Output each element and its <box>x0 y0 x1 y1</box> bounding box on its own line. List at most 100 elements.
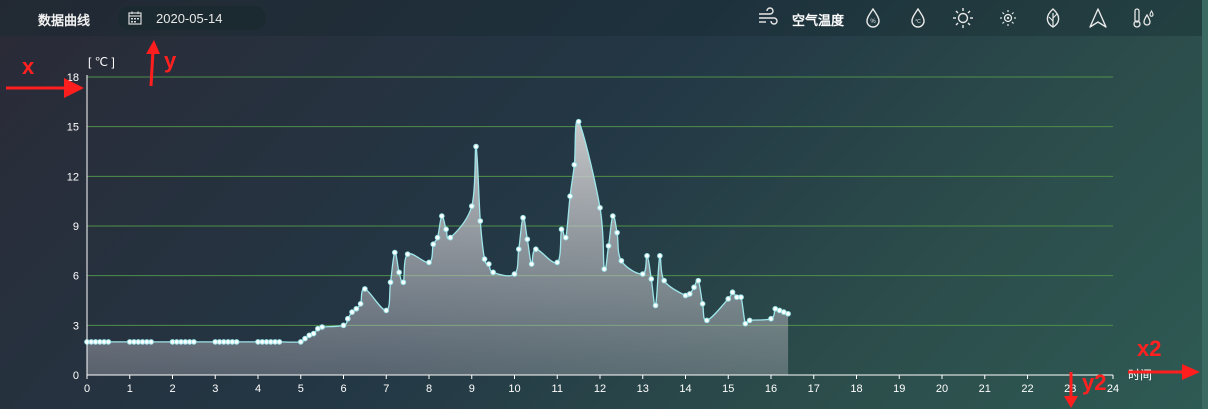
page-title: 数据曲线 <box>38 13 91 28</box>
svg-text:°C: °C <box>915 19 921 25</box>
data-point <box>785 310 791 317</box>
x-tick-label: 20 <box>936 383 948 395</box>
data-point <box>297 339 304 345</box>
data-point <box>648 276 655 282</box>
data-point <box>524 236 531 243</box>
x-tick-label: 24 <box>1107 383 1119 395</box>
svg-text:%: % <box>870 19 876 25</box>
scroll-edge <box>1202 0 1208 409</box>
x-tick-label: 4 <box>255 383 261 395</box>
data-point <box>310 330 317 337</box>
x-tick-label: 1 <box>127 383 133 395</box>
y-tick-label: 6 <box>73 271 79 283</box>
data-point <box>567 193 573 199</box>
x-tick-label: 0 <box>84 383 90 395</box>
data-point <box>148 339 154 345</box>
calendar-icon <box>128 11 142 25</box>
data-point <box>486 261 492 267</box>
data-point <box>695 277 702 284</box>
data-point <box>558 226 565 233</box>
data-point <box>691 284 697 291</box>
navigation-icon[interactable] <box>1087 7 1109 29</box>
data-point <box>601 266 608 272</box>
data-point <box>618 257 625 264</box>
data-point <box>515 246 522 252</box>
annotation-y2-label: y2 <box>1082 370 1107 395</box>
x-tick-label: 9 <box>469 383 475 395</box>
data-point <box>746 317 753 324</box>
data-point <box>520 214 526 221</box>
data-point <box>404 251 411 257</box>
data-point <box>443 226 449 233</box>
data-point <box>639 271 646 277</box>
data-point <box>725 296 732 302</box>
data-point <box>392 249 398 256</box>
data-point <box>657 253 663 259</box>
x-tick-label: 22 <box>1021 383 1033 395</box>
data-point <box>344 315 351 322</box>
data-point <box>447 234 454 241</box>
data-point <box>276 339 283 345</box>
data-point <box>597 204 603 211</box>
sun-icon[interactable] <box>952 7 974 29</box>
x-tick-label: 7 <box>383 383 389 395</box>
x-tick-label: 17 <box>808 383 820 395</box>
data-point <box>768 315 774 322</box>
y-tick-label: 9 <box>73 221 79 233</box>
data-point <box>533 246 539 252</box>
data-point <box>610 213 616 219</box>
x-tick-label: 2 <box>169 383 175 395</box>
y-tick-label: 18 <box>67 72 79 84</box>
data-point <box>614 229 620 236</box>
data-point <box>473 143 479 150</box>
water-drop-icon[interactable]: % <box>862 7 884 29</box>
data-point <box>644 253 650 259</box>
data-point <box>396 269 402 276</box>
data-point <box>481 256 488 262</box>
data-point <box>575 118 582 125</box>
data-point <box>490 269 496 276</box>
y-tick-label: 0 <box>73 370 79 382</box>
series-area <box>87 120 789 376</box>
data-point <box>105 339 112 345</box>
metric-label-air-temp[interactable]: 空气温度 <box>792 13 845 28</box>
data-point <box>349 309 355 315</box>
data-point <box>387 279 394 286</box>
data-point <box>571 161 578 168</box>
x-tick-label: 14 <box>679 383 691 395</box>
x-tick-label: 8 <box>426 383 432 395</box>
soil-temp-icon[interactable]: °C <box>907 7 929 29</box>
data-point <box>353 305 360 312</box>
data-point <box>554 259 561 266</box>
data-point <box>434 234 441 241</box>
leaf-icon[interactable] <box>1042 7 1064 29</box>
x-tick-label: 21 <box>979 383 991 395</box>
date-value: 2020-05-14 <box>156 11 223 26</box>
data-point <box>511 271 518 277</box>
data-point <box>686 291 693 297</box>
data-point <box>426 259 432 266</box>
data-point <box>430 241 437 248</box>
x-tick-label: 18 <box>850 383 862 395</box>
date-picker[interactable]: 2020-05-14 <box>118 6 266 30</box>
data-point <box>477 218 484 224</box>
x-tick-label: 12 <box>594 383 606 395</box>
data-point <box>319 324 325 330</box>
x-axis-name: 时间 <box>1128 368 1152 382</box>
data-point <box>191 339 197 345</box>
data-point <box>563 234 569 241</box>
annotation-x-label: x <box>22 54 35 79</box>
data-point <box>652 302 659 309</box>
data-point <box>357 301 364 307</box>
x-tick-label: 10 <box>508 383 520 395</box>
x-tick-label: 5 <box>298 383 304 395</box>
data-point <box>383 307 390 314</box>
data-point <box>340 322 347 329</box>
wind-icon[interactable] <box>757 7 779 29</box>
data-point <box>661 277 667 284</box>
thermo-drop-icon[interactable] <box>1132 7 1154 29</box>
data-point <box>400 279 407 286</box>
sun-small-icon[interactable] <box>997 7 1019 29</box>
data-point <box>362 286 368 292</box>
